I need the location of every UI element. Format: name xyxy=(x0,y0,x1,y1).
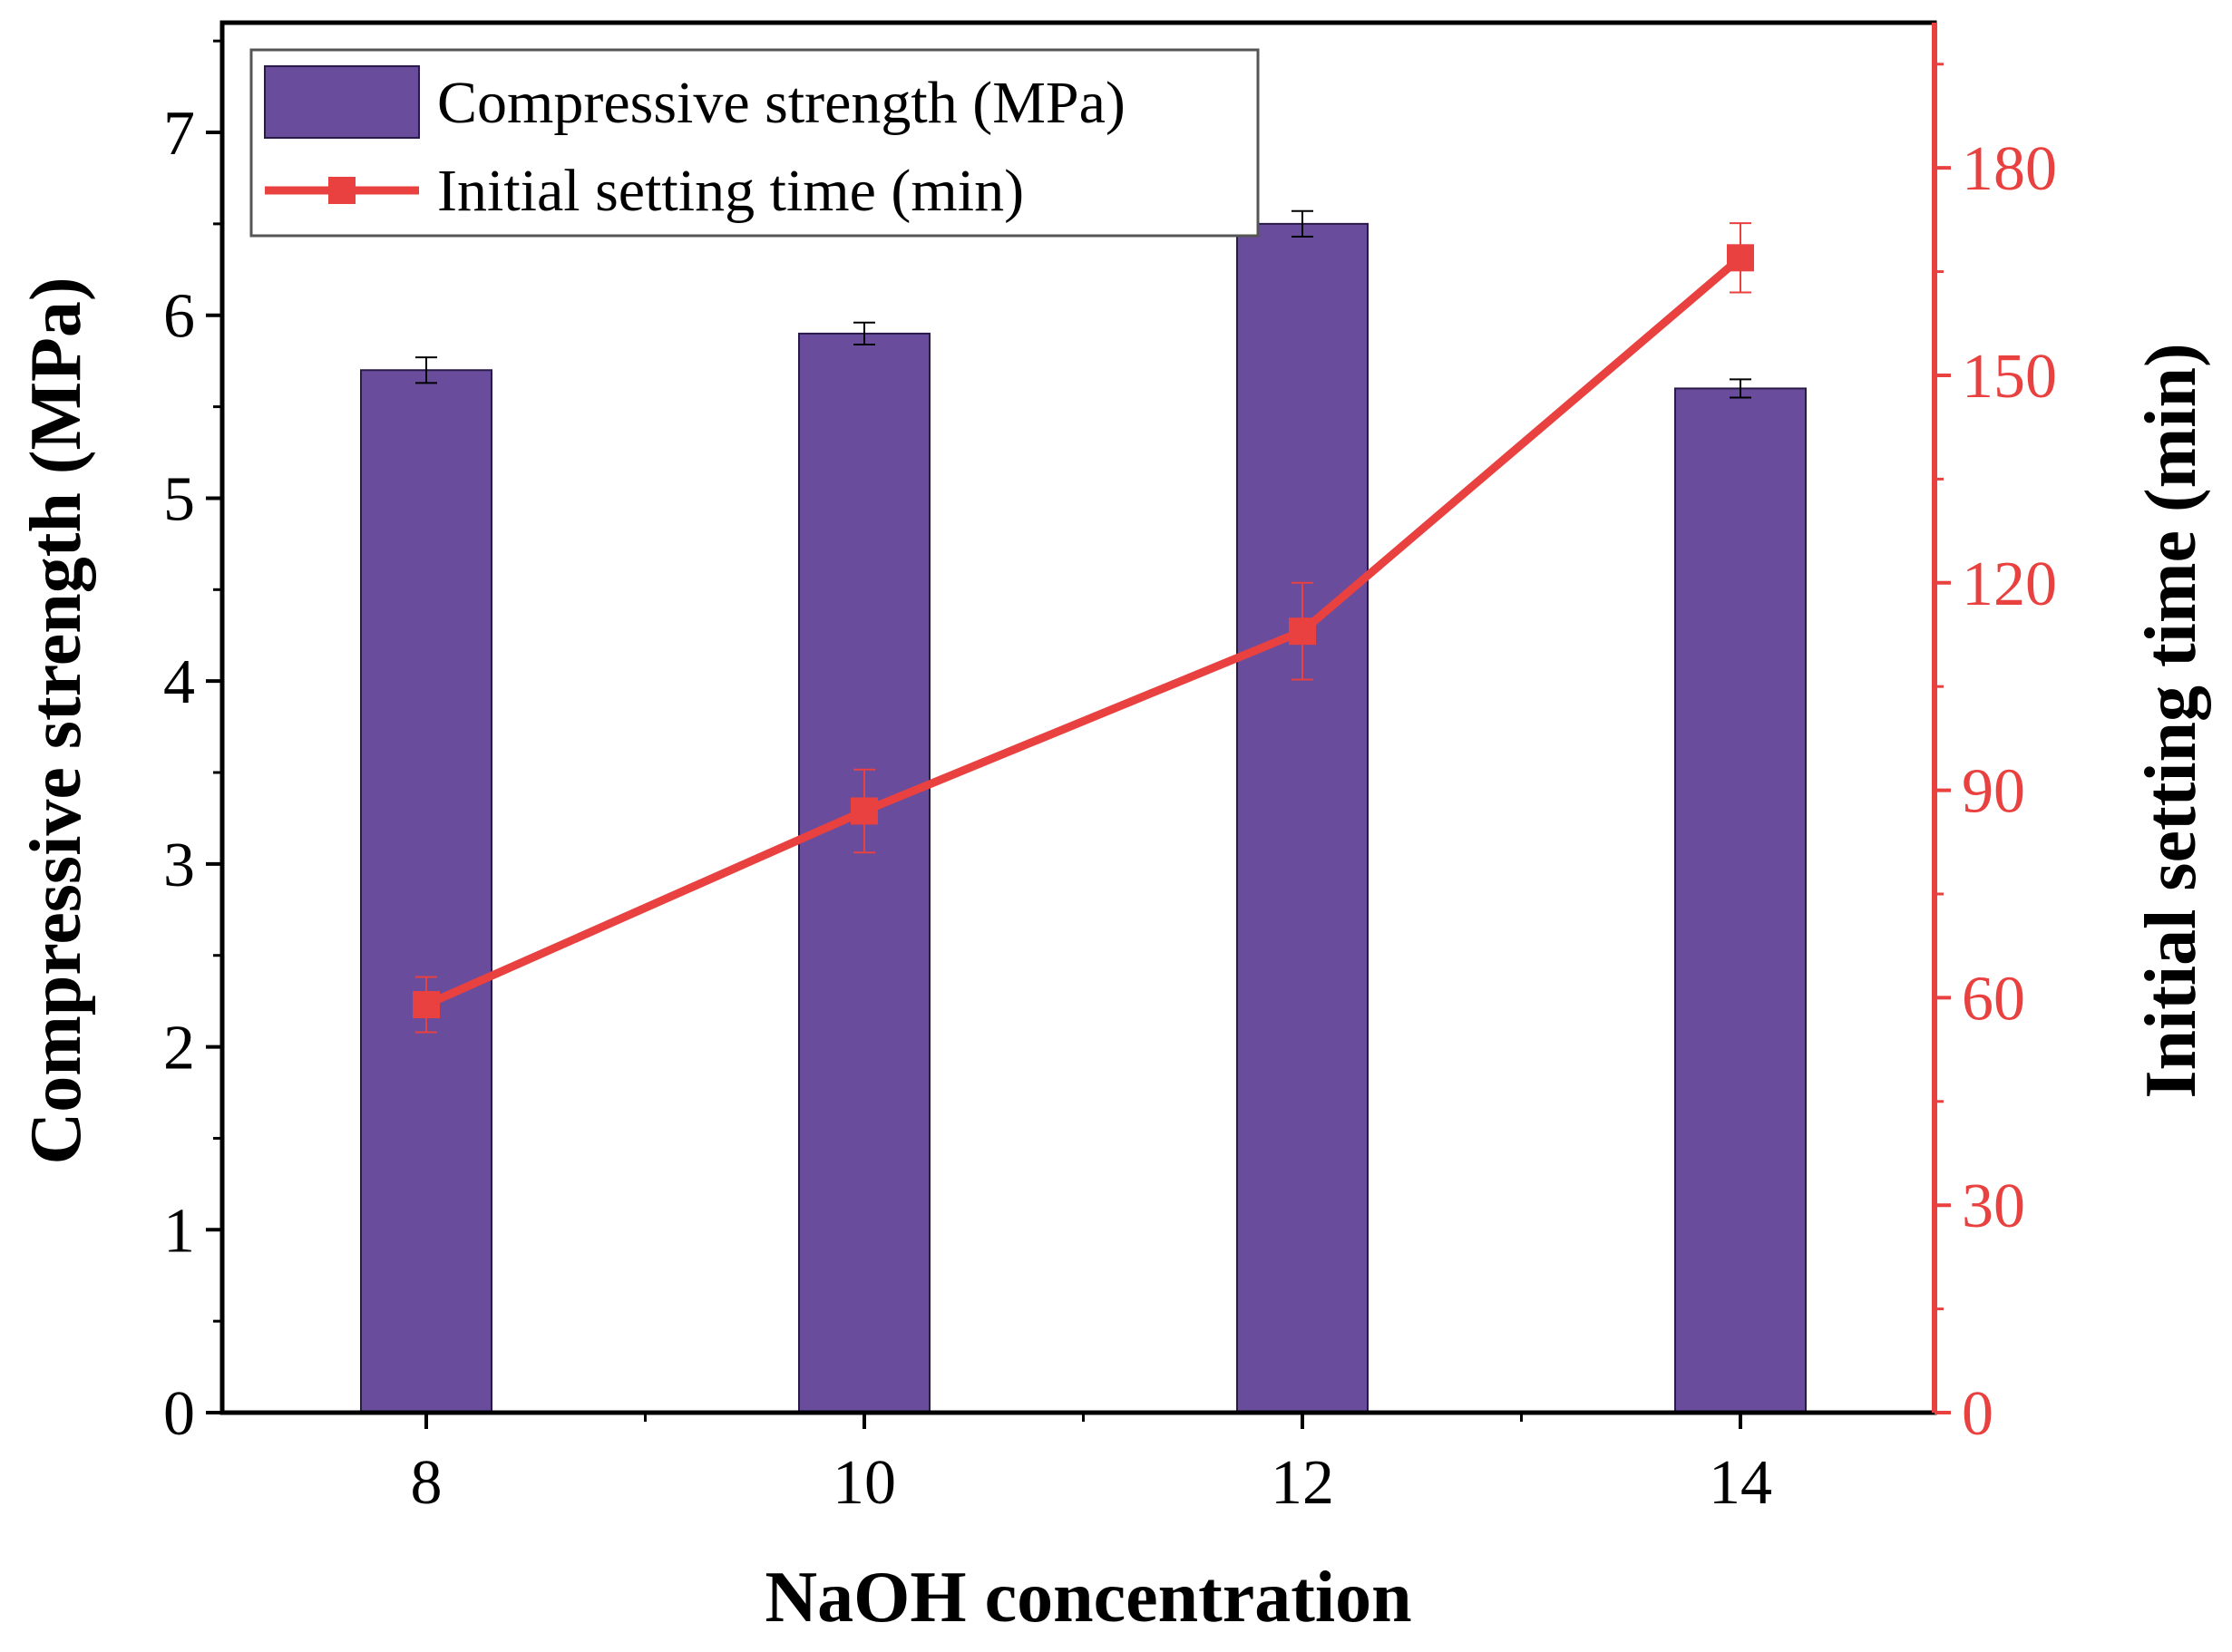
legend-bar-label: Compressive strength (MPa) xyxy=(437,70,1126,136)
x-tick-label-14: 14 xyxy=(1709,1448,1772,1518)
legend-bar-swatch xyxy=(264,65,420,139)
left-tick-label-3: 3 xyxy=(163,831,195,900)
left-tick-label-6: 6 xyxy=(163,282,195,352)
point-8 xyxy=(413,991,440,1019)
x-axis-title: NaOH concentration xyxy=(765,1558,1411,1637)
setting-time-line xyxy=(424,254,1743,1009)
right-tick-label-30: 30 xyxy=(1962,1171,2025,1241)
right-axis-title: Initial setting time (min) xyxy=(2131,343,2211,1098)
legend-line-label: Initial setting time (min) xyxy=(437,158,1024,224)
line-layer xyxy=(413,222,1754,1034)
right-tick-label-120: 120 xyxy=(1962,549,2057,619)
point-14 xyxy=(1727,244,1754,272)
legend-line-marker xyxy=(328,177,356,204)
left-tick-label-2: 2 xyxy=(163,1014,195,1084)
left-tick-label-1: 1 xyxy=(163,1196,195,1266)
legend: Compressive strength (MPa) Initial setti… xyxy=(249,48,1260,238)
point-10 xyxy=(851,797,878,825)
x-tick-label-12: 12 xyxy=(1271,1448,1334,1518)
left-tick-label-4: 4 xyxy=(163,647,195,717)
bar-12 xyxy=(1236,222,1369,1414)
left-tick-label-5: 5 xyxy=(163,464,195,534)
bar-8 xyxy=(360,369,492,1414)
right-tick-label-90: 90 xyxy=(1962,757,2025,827)
right-tick-label-60: 60 xyxy=(1962,964,2025,1034)
bar-10 xyxy=(798,332,931,1414)
right-tick-label-0: 0 xyxy=(1962,1379,1993,1449)
left-tick-label-7: 7 xyxy=(163,99,195,169)
right-tick-label-180: 180 xyxy=(1962,134,2057,204)
point-12 xyxy=(1289,617,1316,646)
bar-14 xyxy=(1674,387,1807,1414)
x-tick-label-10: 10 xyxy=(833,1448,896,1518)
left-tick-label-0: 0 xyxy=(163,1379,195,1449)
x-tick-label-8: 8 xyxy=(411,1448,443,1518)
right-tick-label-150: 150 xyxy=(1962,342,2057,412)
bars-layer xyxy=(360,209,1807,1414)
left-axis-title: Compressive strength (MPa) xyxy=(16,277,96,1164)
